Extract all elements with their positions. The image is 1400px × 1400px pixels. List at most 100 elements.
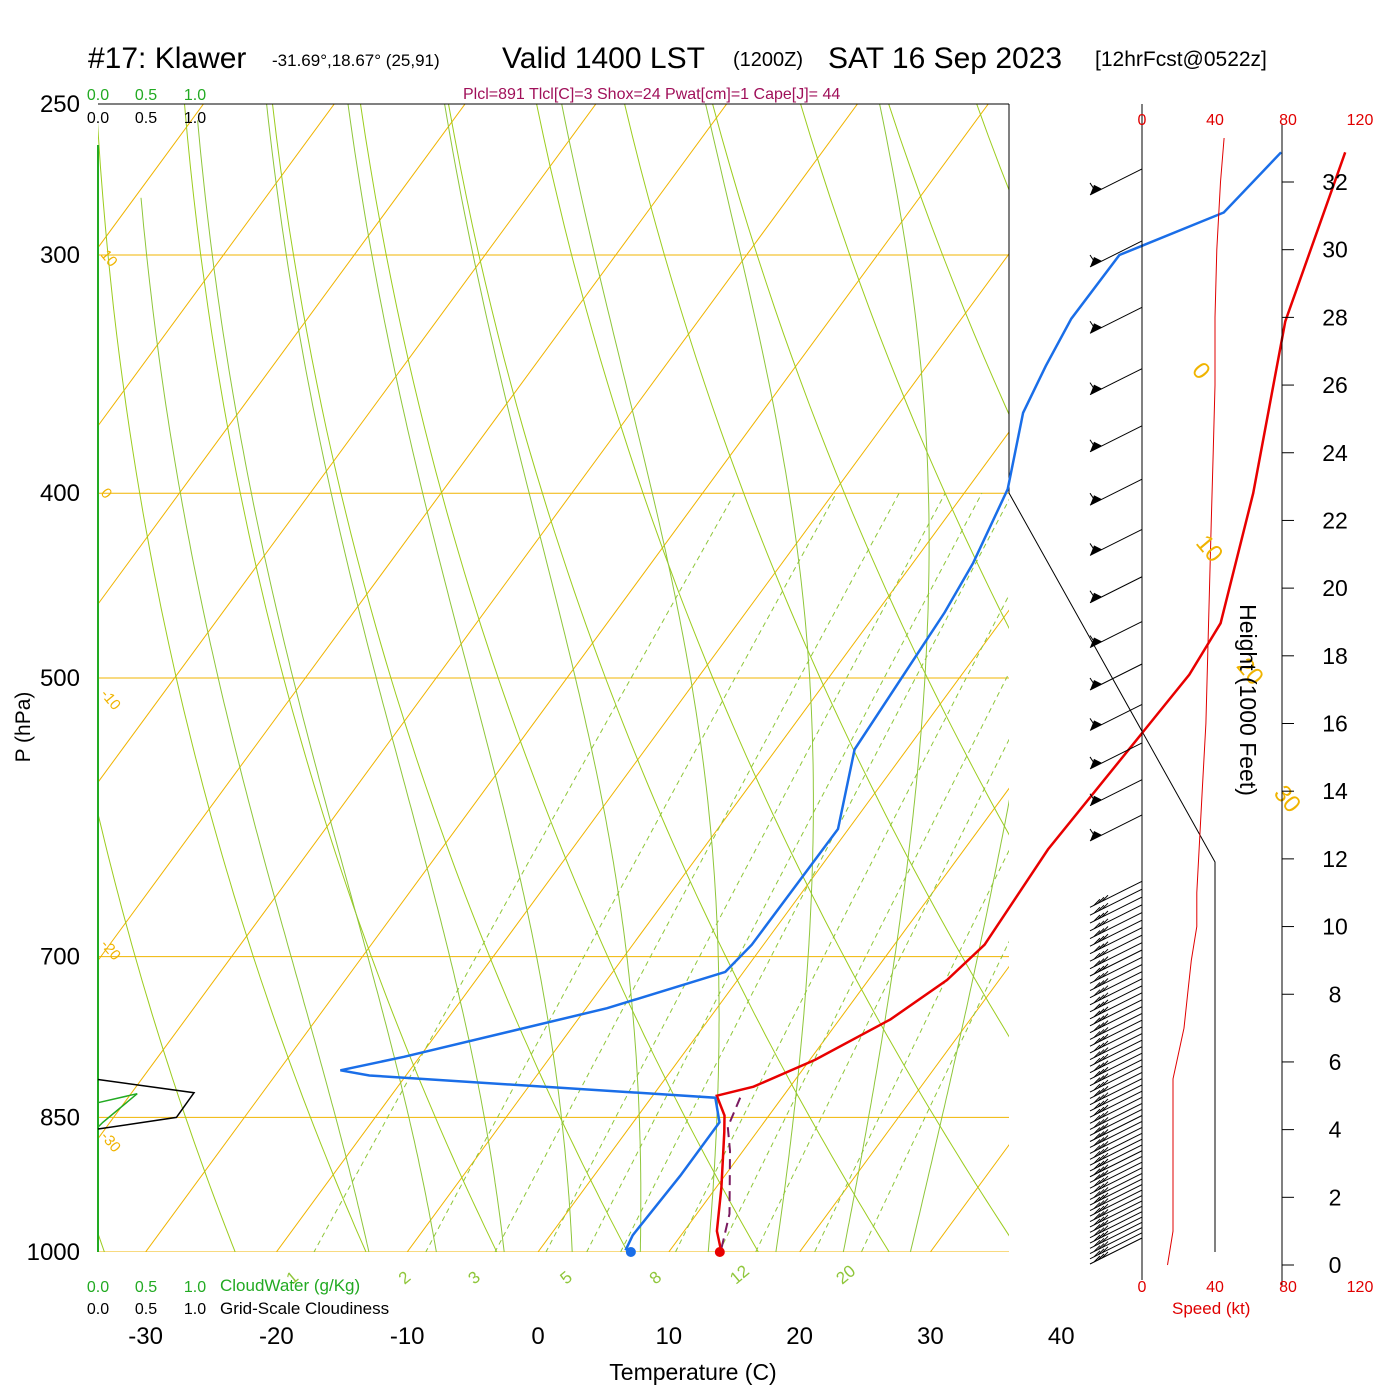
wind-speed-profile <box>1167 137 1225 1266</box>
barb-feather <box>1089 793 1097 804</box>
barb-feather <box>1101 1060 1109 1068</box>
cloudwater-tick-label-top: 0.0 <box>87 87 109 104</box>
mixing-ratio-label: 3 <box>464 1267 483 1288</box>
wind-barb-lower <box>1089 1216 1143 1244</box>
wind-barb-lower <box>1089 1167 1143 1195</box>
barb-feather <box>1101 1033 1109 1041</box>
cloudwater-tick-label-top: 0.5 <box>135 87 157 104</box>
isotherm-label: 10 <box>97 247 121 271</box>
utc-time: (1200Z) <box>733 49 803 71</box>
barb-feather <box>1101 1209 1109 1216</box>
mixing-ratio-line <box>718 672 1009 1252</box>
wind-barb-lower <box>1089 934 1143 962</box>
barb-feather <box>1097 1119 1105 1126</box>
height-tick-label: 14 <box>1322 778 1348 804</box>
barb-feather <box>1093 1196 1101 1204</box>
wind-barb-upper <box>1089 168 1143 196</box>
barb-feather <box>1097 1125 1105 1132</box>
barb-feather <box>1097 1237 1105 1245</box>
barb-feather <box>1093 1174 1101 1181</box>
barb-staff <box>1089 240 1143 268</box>
barb-feather <box>1093 1191 1101 1198</box>
barb-feather <box>1101 978 1109 985</box>
cloudiness-tick-label-bottom: 0.5 <box>135 1301 157 1318</box>
height-tick-label: 10 <box>1322 914 1348 940</box>
barb-feather <box>1089 718 1097 728</box>
barb-feather <box>1101 1129 1109 1136</box>
barb-feather <box>1097 1131 1105 1138</box>
wind-barb-lower <box>1089 1126 1143 1154</box>
barb-feather <box>1093 937 1101 945</box>
height-tick-label: 0 <box>1329 1252 1342 1278</box>
barb-feather <box>1089 543 1097 553</box>
wind-barb-lower <box>1089 1078 1143 1106</box>
moist-adiabat <box>347 104 573 1252</box>
wind-barb-lower <box>1089 1046 1143 1074</box>
barb-feather <box>1097 1232 1105 1240</box>
barb-feather <box>1101 1175 1109 1183</box>
isotherm--80 <box>98 104 335 427</box>
barb-feather <box>1101 1146 1109 1154</box>
barb-feather <box>1101 1086 1109 1093</box>
wind-barb-lower <box>1089 1019 1143 1047</box>
cloudwater-tick-label-bottom: 1.0 <box>184 1279 206 1296</box>
pressure-tick-label: 300 <box>40 242 80 269</box>
cloudwater-tick-label-bottom: 0.5 <box>135 1279 157 1296</box>
mixing-ratio-line <box>814 849 1009 1252</box>
barb-feather <box>1097 1154 1105 1162</box>
isotherm--10 <box>406 431 1009 1252</box>
wind-barb-upper <box>1089 425 1143 453</box>
height-axis-title: Height (1000 Feet) <box>1235 604 1261 796</box>
barb-feather <box>1101 1230 1109 1238</box>
dry-adiabat <box>183 104 498 1252</box>
barb-feather <box>1101 1013 1109 1021</box>
wind-barb-lower <box>1089 1096 1143 1124</box>
barb-feather <box>1097 1221 1105 1229</box>
wind-barb-lower <box>1089 1221 1143 1249</box>
barb-feather <box>1089 320 1097 331</box>
dry-adiabat <box>447 104 890 1252</box>
mixing-ratio-line <box>586 492 983 1252</box>
pressure-tick-label: 250 <box>40 91 80 118</box>
moist-adiabat <box>561 104 720 1252</box>
barb-feather <box>1093 1213 1101 1220</box>
isotherm--40 <box>98 104 859 1140</box>
barb-feather <box>1101 985 1109 993</box>
wind-barb-upper <box>1089 478 1143 506</box>
barb-staff <box>1089 880 1143 908</box>
barb-feather <box>1093 960 1101 967</box>
wind-barb-lower <box>1089 1227 1143 1255</box>
barb-feather <box>1089 828 1097 839</box>
wind-barb-lower <box>1089 1006 1143 1034</box>
wind-barb-upper <box>1089 528 1143 556</box>
barb-feather <box>1093 1114 1101 1122</box>
barb-feather <box>1097 1172 1105 1179</box>
barb-feather <box>1097 1194 1105 1202</box>
barb-feather <box>1097 1227 1105 1235</box>
wind-barb-lower <box>1089 1013 1143 1040</box>
barb-feather <box>1093 1255 1101 1263</box>
barb-feather <box>1097 950 1105 958</box>
barb-feather <box>1093 906 1101 914</box>
barb-feather <box>1101 970 1109 978</box>
isotherm-20 <box>798 965 1009 1252</box>
wind-barb-upper <box>1089 621 1143 648</box>
cloudiness-profile <box>97 1078 196 1130</box>
wind-barb-lower <box>1089 985 1143 1013</box>
barb-feather <box>1097 980 1105 987</box>
barb-feather <box>1089 635 1097 645</box>
temperature-tick-label: -20 <box>259 1323 294 1350</box>
background-grid <box>98 104 1009 1252</box>
wind-barb-lower <box>1089 880 1143 908</box>
barb-feather <box>1097 1177 1105 1185</box>
barb-feather <box>1093 1133 1101 1140</box>
barb-feather <box>1097 1100 1105 1108</box>
wind-barb-lower <box>1089 1059 1143 1087</box>
barb-feather <box>1093 1168 1101 1176</box>
barb-feather <box>1093 1024 1101 1031</box>
barb-feather <box>1101 1187 1109 1194</box>
wind-barb-lower <box>1089 1065 1143 1093</box>
header: #17: Klawer -31.69°,18.67° (25,91) Valid… <box>88 42 1267 103</box>
barb-feather <box>1093 1017 1101 1025</box>
pressure-tick-label: 1000 <box>27 1239 80 1266</box>
